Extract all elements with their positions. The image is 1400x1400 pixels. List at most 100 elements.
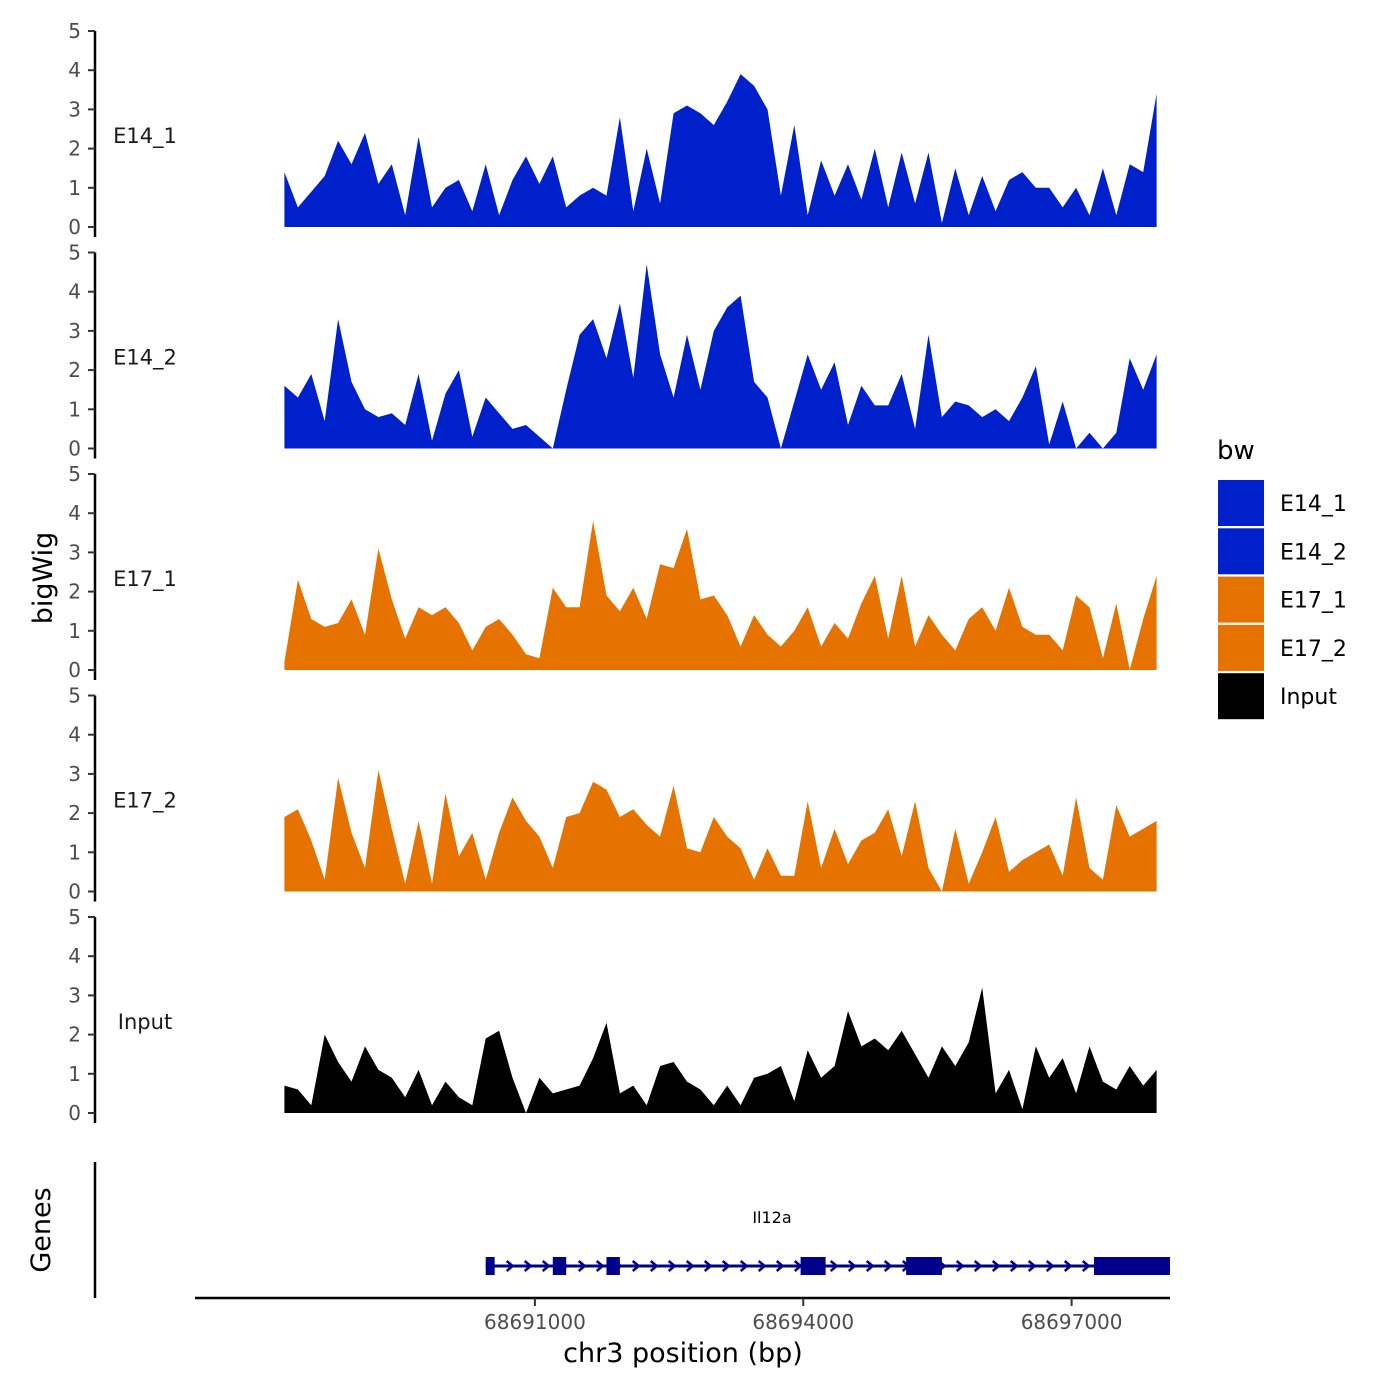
track-input: 0 1 2 3 4 5 Input (68, 905, 1157, 1125)
strand-arrow (757, 1260, 767, 1272)
track-label-e14-1: E14_1 (113, 124, 177, 149)
strand-arrow (577, 1260, 587, 1272)
legend-item-e14-2: E14_2 (1218, 528, 1347, 575)
strand-arrow (685, 1260, 695, 1272)
y-tick-label: 2 (68, 580, 81, 604)
y-tick-label: 5 (68, 241, 81, 265)
legend-title: bw (1217, 436, 1255, 466)
strand-arrow (505, 1260, 515, 1272)
genes-panel: Il12a Genes (26, 1162, 1170, 1298)
legend-item-input: Input (1218, 673, 1337, 720)
y-tick-label: 0 (68, 215, 81, 239)
y-tick-label: 3 (68, 319, 81, 343)
coverage-area-e17-2 (284, 770, 1157, 892)
gene-exon (906, 1257, 942, 1275)
legend-label: E14_1 (1280, 492, 1347, 517)
track-label-e17-2: E17_2 (113, 789, 177, 814)
y-tick-label: 5 (68, 462, 81, 486)
legend-swatch (1218, 528, 1264, 575)
strand-arrow (829, 1260, 839, 1272)
y-axis-title: bigWig (28, 532, 59, 625)
y-tick-label: 3 (68, 97, 81, 121)
y-tick-label: 3 (68, 762, 81, 786)
track-e17-1: 0 1 2 3 4 5 E17_1 (68, 462, 1157, 682)
strand-arrow (1009, 1260, 1019, 1272)
strand-arrow (631, 1260, 641, 1272)
gene-exon (552, 1257, 567, 1275)
strand-arrow (973, 1260, 983, 1272)
legend-item-e17-1: E17_1 (1218, 576, 1347, 623)
strand-arrow (847, 1260, 857, 1272)
legend-item-e17-2: E17_2 (1218, 624, 1347, 671)
x-tick-label: 68694000 (752, 1310, 854, 1334)
legend-swatch (1218, 576, 1264, 623)
x-axis: 68691000 68694000 68697000 chr3 position (… (195, 1296, 1170, 1369)
strand-arrow (865, 1260, 875, 1272)
strand-arrow (541, 1260, 551, 1272)
x-axis-title: chr3 position (bp) (563, 1338, 803, 1369)
y-tick-label: 5 (68, 19, 81, 43)
strand-arrow (667, 1260, 677, 1272)
y-tick-label: 0 (68, 658, 81, 682)
strand-arrow (739, 1260, 749, 1272)
coverage-area-e14-2 (284, 264, 1157, 449)
y-tick-label: 1 (68, 1062, 81, 1086)
strand-arrow (883, 1260, 893, 1272)
y-tick-label: 3 (68, 540, 81, 564)
strand-arrow (1081, 1260, 1091, 1272)
y-tick-label: 0 (68, 437, 81, 461)
y-tick-label: 4 (68, 280, 81, 304)
legend-label: E17_2 (1280, 637, 1347, 662)
coverage-area-e17-1 (284, 521, 1157, 670)
strand-arrow (775, 1260, 785, 1272)
strand-arrow (955, 1260, 965, 1272)
y-tick-label: 3 (68, 983, 81, 1007)
gene-model-il12a (485, 1257, 1170, 1275)
coverage-area-e14-1 (284, 74, 1157, 227)
track-label-e17-1: E17_1 (113, 567, 177, 592)
legend-item-e14-1: E14_1 (1218, 480, 1347, 526)
gene-exon (485, 1257, 495, 1275)
y-tick-label: 4 (68, 58, 81, 82)
y-tick-label: 5 (68, 905, 81, 929)
genes-axis-title: Genes (26, 1187, 57, 1272)
strand-arrow (649, 1260, 659, 1272)
y-tick-label: 2 (68, 358, 81, 382)
strand-arrow (721, 1260, 731, 1272)
gene-exon (606, 1257, 620, 1275)
coverage-area-input (284, 987, 1157, 1113)
strand-arrow (1027, 1260, 1037, 1272)
bigwig-tracks: 0 1 2 3 4 5 E14_1 0 1 2 3 4 5 E14_2 0 1 2 3 4 5 E17_1 0 1 2 3 4 5 E… (68, 19, 1157, 1125)
x-tick-label: 68697000 (1021, 1310, 1123, 1334)
y-tick-label: 5 (68, 684, 81, 708)
legend-label: E17_1 (1280, 589, 1347, 614)
strand-arrow (523, 1260, 533, 1272)
y-tick-label: 0 (68, 880, 81, 904)
track-label-e14-2: E14_2 (113, 346, 177, 371)
legend-swatch (1218, 480, 1264, 526)
y-tick-label: 1 (68, 397, 81, 421)
legend-swatch (1218, 624, 1264, 671)
y-tick-label: 2 (68, 801, 81, 825)
track-e14-1: 0 1 2 3 4 5 E14_1 (68, 19, 1157, 239)
strand-arrow (595, 1260, 605, 1272)
legend: bw E14_1 E14_2 E17_1 E17_2 Input (1217, 436, 1347, 720)
strand-arrow (1045, 1260, 1055, 1272)
y-tick-label: 1 (68, 840, 81, 864)
legend-swatch (1218, 673, 1264, 720)
y-tick-label: 4 (68, 723, 81, 747)
gene-exon (800, 1257, 826, 1275)
strand-arrow (703, 1260, 713, 1272)
y-tick-label: 4 (68, 501, 81, 525)
track-e17-2: 0 1 2 3 4 5 E17_2 (68, 684, 1157, 904)
gene-exon (1093, 1257, 1170, 1275)
y-tick-label: 0 (68, 1101, 81, 1125)
strand-arrow (991, 1260, 1001, 1272)
legend-label: E14_2 (1280, 540, 1347, 565)
legend-label: Input (1280, 685, 1337, 710)
y-tick-label: 4 (68, 944, 81, 968)
track-label-input: Input (118, 1010, 172, 1034)
gene-name-label: Il12a (752, 1208, 791, 1227)
strand-arrow (1063, 1260, 1073, 1272)
